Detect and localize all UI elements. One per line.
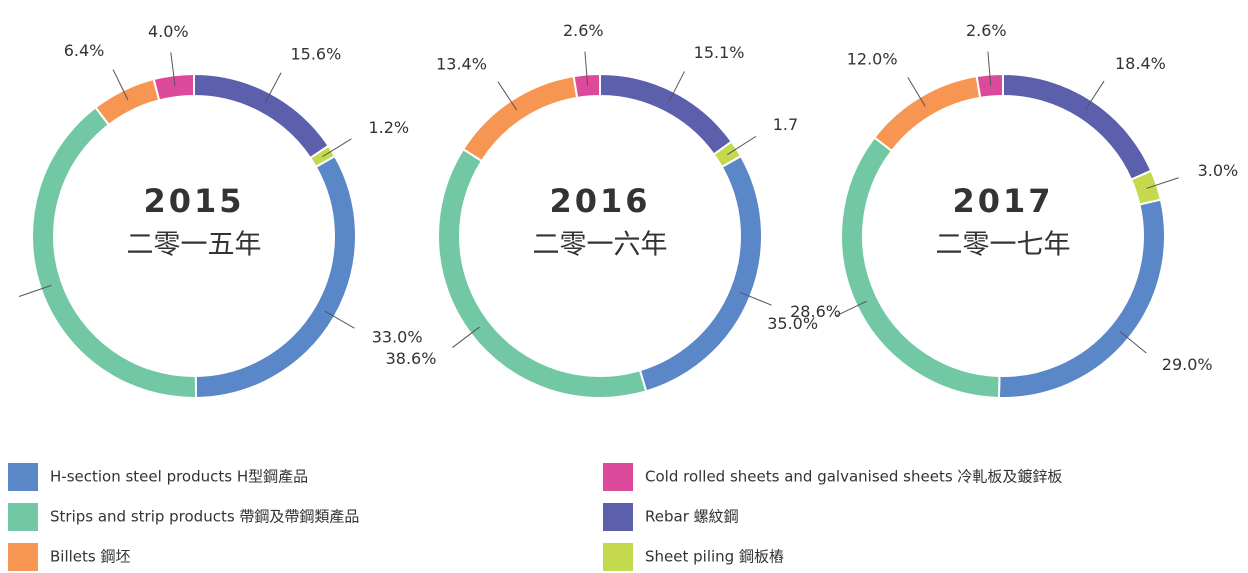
legend-swatch [8, 503, 38, 531]
data-label: 2.6% [563, 21, 604, 40]
data-label: 29.0% [1162, 355, 1213, 374]
chart-subtitle: 二零一六年 [533, 230, 668, 261]
legend-label: Sheet piling 鋼板樁 [645, 548, 784, 566]
data-label: 12.0% [847, 50, 898, 69]
leader-line [1085, 80, 1105, 110]
leader-line [497, 81, 518, 111]
leader-line [987, 51, 992, 86]
data-label: 33.0% [372, 328, 423, 347]
leader-line [907, 77, 926, 107]
data-label: 18.4% [1115, 54, 1166, 73]
leader-line [835, 300, 867, 317]
donut-segment [94, 77, 161, 127]
legend-swatch [8, 463, 38, 491]
legend-label: Rebar 螺紋鋼 [645, 508, 739, 526]
data-label: 13.4% [436, 55, 487, 74]
donut-segment [1002, 72, 1153, 181]
chart-title: 2017 [952, 182, 1053, 220]
donut-segment [193, 72, 330, 160]
leader-line [584, 51, 589, 86]
chart-title: 2015 [143, 182, 244, 220]
chart-title: 2016 [549, 182, 650, 220]
donut-segment [599, 72, 734, 156]
leader-line [264, 72, 282, 104]
leader-line [1146, 177, 1179, 189]
donut-segment [461, 75, 579, 163]
data-label: 38.6% [386, 349, 437, 368]
data-label: 35.0% [767, 314, 818, 333]
data-label: 15.6% [290, 45, 341, 64]
donut-segment [572, 72, 601, 100]
data-label: 6.4% [64, 41, 105, 60]
leader-line [668, 71, 685, 102]
data-label: 2.6% [966, 21, 1007, 40]
donut-segment [840, 136, 1001, 399]
leader-line [322, 138, 352, 158]
legend-label: Billets 鋼坯 [50, 548, 131, 566]
data-label: 1.7 [773, 115, 798, 134]
legend-swatch [603, 543, 633, 571]
chart-subtitle: 二零一七年 [936, 230, 1071, 261]
leader-line [726, 135, 757, 156]
donut-segment [975, 72, 1004, 100]
leader-line [170, 52, 176, 87]
legend-label: H-section steel products H型鋼產品 [50, 468, 308, 486]
data-label: 15.1% [694, 43, 745, 62]
chart-subtitle: 二零一五年 [127, 230, 262, 261]
leader-line [1119, 331, 1147, 354]
leader-line [739, 292, 772, 306]
data-label: 3.0% [1198, 161, 1239, 180]
leader-line [112, 69, 129, 101]
data-label: 4.0% [148, 22, 189, 41]
legend-swatch [603, 503, 633, 531]
legend-label: Cold rolled sheets and galvanised sheets… [645, 468, 1062, 486]
leader-line [324, 310, 355, 329]
data-label: 1.2% [368, 118, 409, 137]
donut-segment [872, 75, 982, 153]
donut-segment [638, 154, 763, 393]
leader-line [18, 284, 52, 297]
leader-line [452, 326, 480, 348]
legend-swatch [8, 543, 38, 571]
data-label: 28.6% [790, 302, 841, 321]
donut-segment [152, 72, 195, 102]
legend-swatch [603, 463, 633, 491]
legend-label: Strips and strip products 帶鋼及帶鋼類產品 [50, 508, 359, 526]
